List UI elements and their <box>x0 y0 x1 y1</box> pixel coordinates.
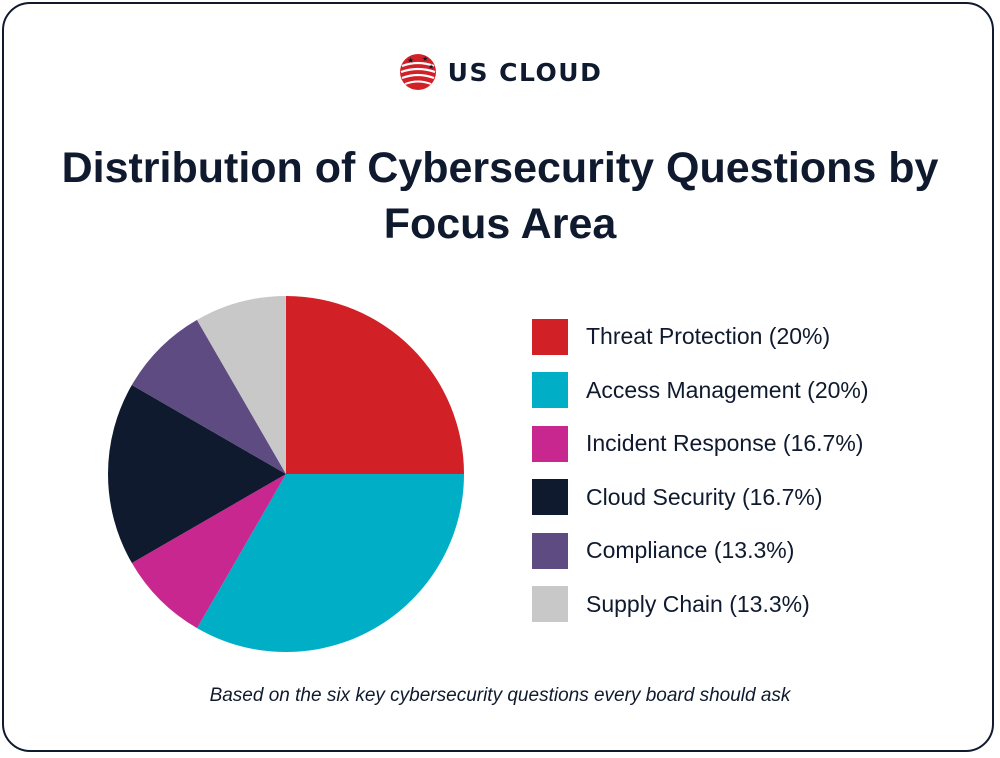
chart-title: Distribution of Cybersecurity Questions … <box>61 144 939 248</box>
legend-swatch <box>532 532 568 569</box>
brand-logo: ★ ★ ★ US CLOUD <box>0 50 1000 94</box>
globe-stars-icon: ★ ★ ★ <box>399 54 436 90</box>
legend-swatch <box>532 372 568 408</box>
legend-item-cloud-security: Cloud Security (16.7%) <box>532 479 972 516</box>
legend-item-incident-response: Incident Response (16.7%) <box>532 425 972 462</box>
legend-label: Access Management (20%) <box>586 376 869 403</box>
brand-name: US CLOUD <box>447 57 603 87</box>
pie-slice-compliance <box>131 319 286 474</box>
svg-text:★: ★ <box>422 55 428 63</box>
legend-item-supply-chain: Supply Chain (13.3%) <box>532 586 972 623</box>
legend-item-access-management: Access Management (20%) <box>532 372 972 409</box>
legend-label: Compliance (13.3%) <box>586 537 795 563</box>
legend-swatch <box>532 479 568 515</box>
chart-legend: Threat Protection (20%) Access Management… <box>532 318 972 639</box>
pie-slice-threat-protection <box>286 296 464 474</box>
pie-chart <box>107 296 464 653</box>
legend-swatch <box>532 586 568 622</box>
legend-item-threat-protection: Threat Protection (20%) <box>532 318 972 355</box>
chart-footnote: Based on the six key cybersecurity quest… <box>209 685 791 706</box>
legend-label: Cloud Security (16.7%) <box>586 483 823 510</box>
pie-slice-incident-response <box>131 474 286 629</box>
legend-label: Threat Protection (20%) <box>586 323 831 349</box>
svg-text:★: ★ <box>407 56 414 65</box>
legend-label: Incident Response (16.7%) <box>586 430 864 456</box>
pie-slice-supply-chain <box>196 296 286 474</box>
svg-text:★: ★ <box>428 63 434 71</box>
legend-label: Supply Chain (13.3%) <box>586 590 810 617</box>
legend-swatch <box>532 318 568 355</box>
pie-slice-access-management <box>197 474 464 653</box>
pie-slice-cloud-security <box>107 385 287 564</box>
legend-item-compliance: Compliance (13.3%) <box>532 532 972 569</box>
legend-swatch <box>532 425 568 462</box>
